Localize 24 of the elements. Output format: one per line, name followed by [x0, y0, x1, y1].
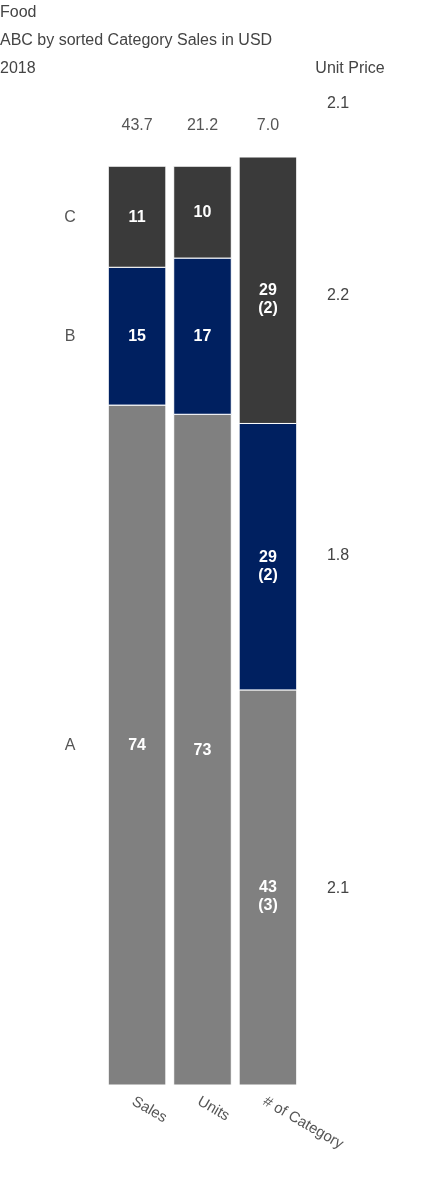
chart-subtitle: ABC by sorted Category Sales in USD — [0, 31, 273, 48]
data-label: 11 — [128, 207, 146, 225]
data-label: 43 (3) — [258, 878, 278, 914]
text: Unit Price — [315, 59, 385, 76]
text: 2.2 — [326, 286, 350, 303]
text: A — [64, 736, 76, 754]
text: 1.8 — [326, 546, 350, 563]
data-label: 17 — [193, 327, 212, 345]
data-label: 73 — [193, 740, 212, 758]
text: 7.0 — [256, 116, 280, 133]
chart-title: Food — [0, 3, 37, 20]
text: 2.1 — [326, 94, 350, 111]
text: 2.1 — [326, 879, 350, 896]
data-label: 15 — [128, 327, 147, 345]
data-label: 10 — [193, 203, 212, 221]
text: 43.7 — [121, 116, 153, 133]
text: 2018 — [0, 59, 36, 76]
text: B — [64, 327, 76, 345]
text: C — [64, 207, 76, 225]
data-label: 29 (2) — [258, 547, 278, 583]
x-tick-label: Units — [195, 1091, 234, 1124]
text: 21.2 — [186, 116, 219, 133]
data-label: 74 — [128, 736, 147, 754]
data-label: 29 (2) — [258, 281, 278, 317]
